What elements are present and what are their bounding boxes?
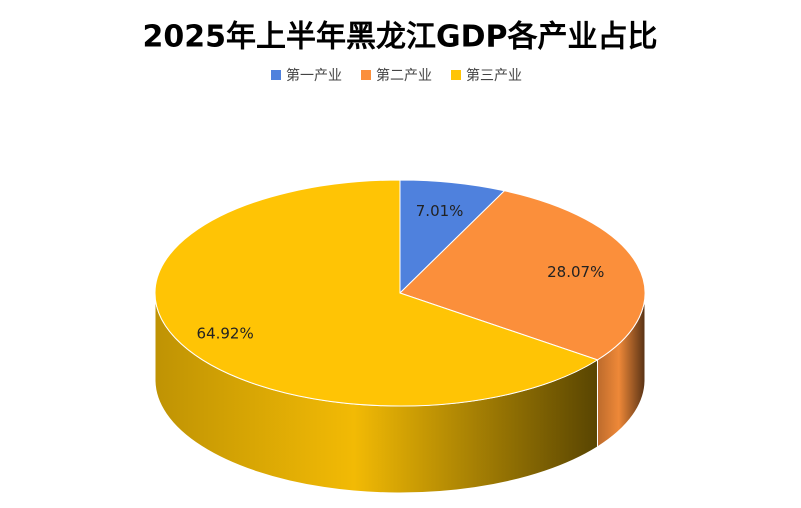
- legend-swatch: [451, 70, 461, 80]
- legend-swatch: [271, 70, 281, 80]
- chart-title: 2025年上半年黑龙江GDP各产业占比: [142, 20, 657, 55]
- legend-label: 第二产业: [376, 67, 432, 84]
- data-label: 7.01%: [416, 202, 464, 220]
- legend-label: 第三产业: [466, 67, 522, 84]
- pie-slice: [399, 179, 506, 295]
- data-label: 64.92%: [197, 324, 254, 342]
- pie-slice: [399, 190, 646, 361]
- legend-swatch: [361, 70, 371, 80]
- pie-slice: [154, 179, 599, 407]
- data-label: 28.07%: [547, 263, 604, 281]
- legend-label: 第一产业: [286, 67, 342, 84]
